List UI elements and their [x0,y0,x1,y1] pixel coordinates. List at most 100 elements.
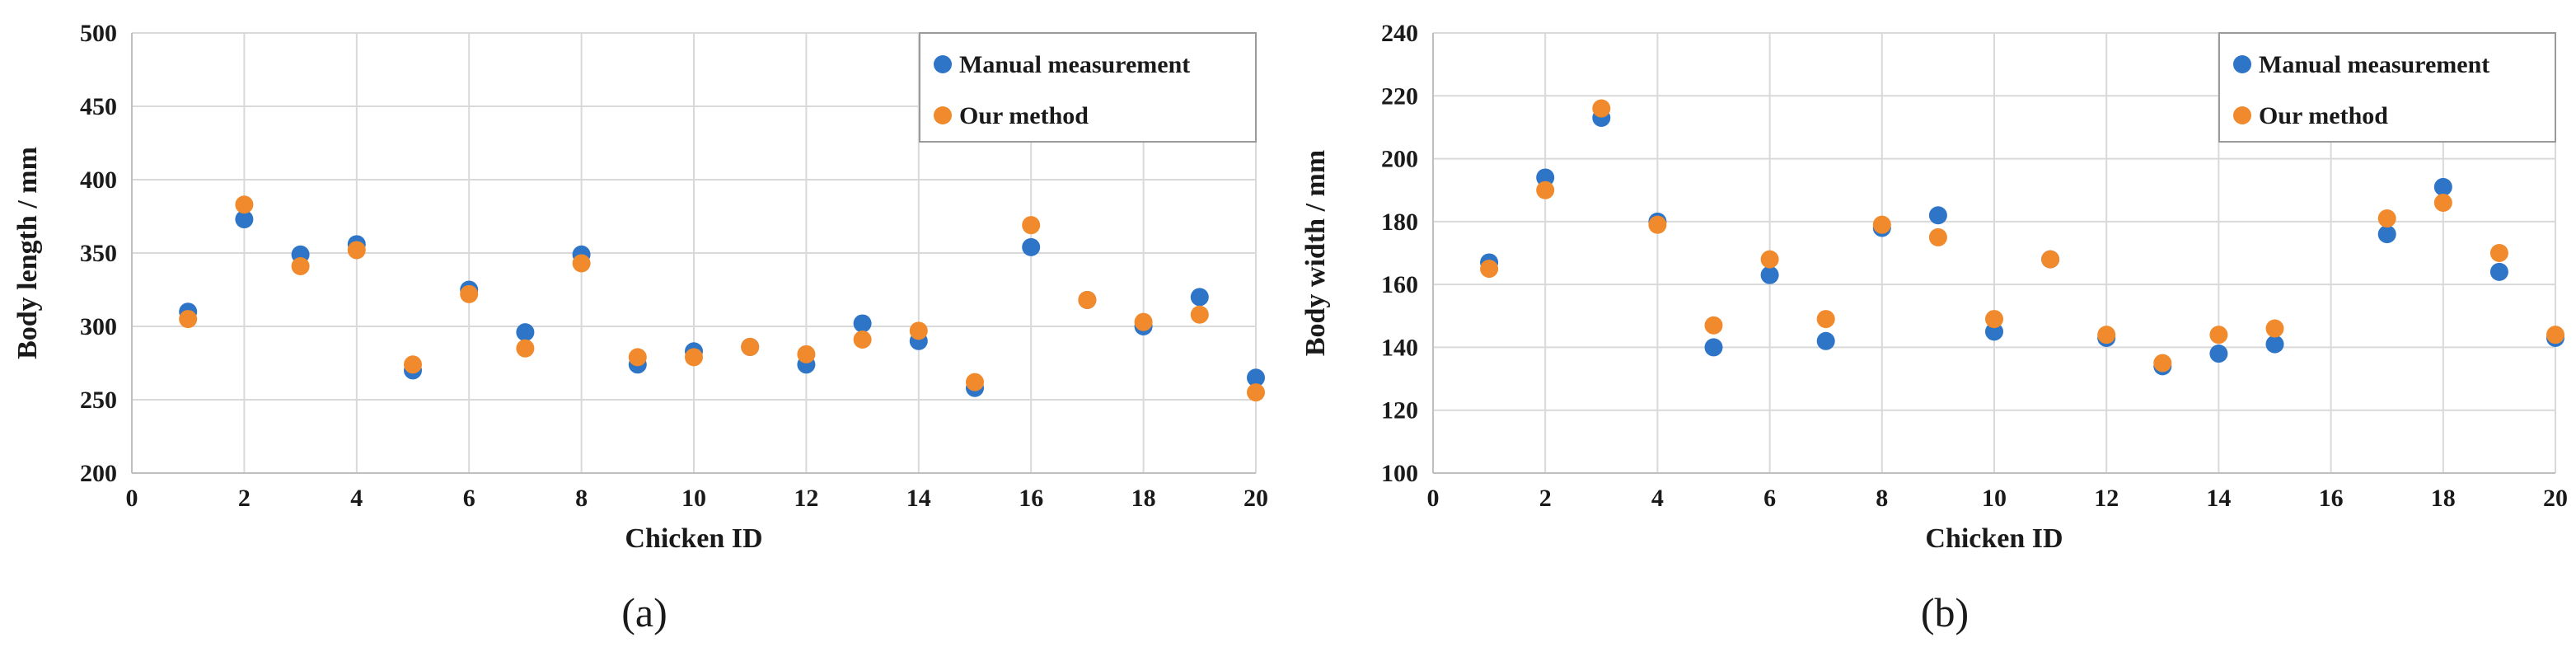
chart-b-y-tick-label: 160 [1381,271,1418,298]
chart-a-x-tick-label: 0 [126,485,138,512]
chart-a-point-ours [179,310,198,329]
chart-a-legend-marker [934,55,952,73]
chart-b-point-ours [1536,180,1555,199]
chart-b-y-tick-label: 100 [1381,460,1418,487]
chart-b-point-ours [1760,250,1779,269]
chart-b-legend-marker [2233,106,2251,124]
chart-a-point-ours [628,348,647,367]
chart-a-x-tick-label: 4 [350,485,363,512]
chart-b-point-ours [2209,326,2228,345]
chart-b-point-manual [2433,177,2452,196]
chart-a-point-ours [572,254,591,273]
chart-b-point-ours [2097,326,2116,345]
chart-a-point-ours [460,284,479,303]
chart-b-x-tick-label: 0 [1427,485,1440,512]
chart-a-y-tick-label: 500 [80,20,117,47]
chart-b-point-ours [1480,260,1499,279]
chart-b-point-ours [2153,354,2172,373]
chart-a-point-ours [404,355,422,374]
chart-b-legend-label: Our method [2259,102,2388,129]
chart-b-legend-marker [2233,55,2251,73]
chart-b-point-manual [1816,331,1835,350]
chart-a-point-ours [347,241,366,260]
chart-b-point-ours [2489,244,2508,262]
chart-a-point-ours [1247,383,1265,402]
chart-a-point-manual [853,314,872,333]
chart-b-point-ours [1872,215,1891,234]
chart-a-point-ours [1078,290,1097,309]
chart-b-x-tick-label: 4 [1651,485,1664,512]
chart-b-caption: (b) [1921,589,1969,635]
chart-b-x-tick-label: 10 [1982,485,2007,512]
chart-b-x-tick-label: 12 [2094,485,2119,512]
chart-a-legend-marker [934,106,952,124]
chart-b-point-ours [1816,310,1835,329]
chart-a-x-tick-label: 8 [575,485,588,512]
chart-a-point-ours [1134,312,1153,331]
chart-b-point-ours [1928,227,1947,246]
chart-a-point-ours [909,321,928,340]
chart-a-point-ours [1022,216,1041,235]
chart-b-point-ours [2041,250,2060,269]
chart-b-x-tick-label: 8 [1876,485,1888,512]
chart-a-x-axis-label: Chicken ID [625,523,762,554]
chart-a-point-ours [235,195,254,214]
chart-b-point-manual [2209,345,2228,363]
chart-a-x-tick-label: 14 [906,485,931,512]
chart-a-x-tick-label: 12 [794,485,818,512]
chart-b-y-tick-label: 200 [1381,146,1418,173]
chart-a-point-ours [853,330,872,349]
chart-b-y-tick-label: 180 [1381,209,1418,236]
chart-a-svg: 0 2 4 6 8 10 12 14 16 18 20 200 250 300 350 400 450 500 Ch… [12,20,1268,635]
chart-a-point-manual [1190,288,1209,307]
chart-b-y-axis-label: Body width / mm [1300,150,1331,356]
chart-a-point-ours [797,345,816,363]
chart-a-y-tick-label: 350 [80,240,117,267]
chart-a-x-tick-label: 2 [238,485,251,512]
chart-b-point-manual [1760,265,1779,284]
chart-b-legend [2218,32,2556,143]
chart-a-y-tick-label: 250 [80,387,117,414]
chart-a-legend [919,32,1257,143]
chart-b-svg: 0 2 4 6 8 10 12 14 16 18 20 100 120 140 160 180 200 220 24… [1300,20,2568,635]
chart-a-caption: (a) [621,589,667,635]
chart-b-x-tick-label: 14 [2206,485,2231,512]
chart-b-y-tick-label: 220 [1381,82,1418,110]
chart-b-point-manual [2489,262,2508,281]
chart-b-x-tick-label: 16 [2319,485,2344,512]
chart-b-point-ours [2433,193,2452,212]
chart-a-point-ours [741,337,760,356]
chart-b: 0 2 4 6 8 10 12 14 16 18 20 100 120 140 160 180 200 220 24… [1288,0,2576,661]
chart-b-point-manual [1704,338,1723,357]
chart-a-x-tick-label: 20 [1244,485,1268,512]
chart-b-legend-label: Manual measurement [2259,51,2489,78]
chart-a-y-tick-label: 200 [80,460,117,487]
chart-b-x-tick-label: 18 [2431,485,2456,512]
chart-b-y-tick-label: 240 [1381,20,1418,47]
chart-a-y-tick-label: 450 [80,93,117,120]
chart-a-point-ours [291,257,310,276]
chart-a-y-tick-label: 300 [80,313,117,340]
chart-b-point-ours [1985,310,2003,329]
chart-a-legend-label: Our method [959,102,1089,129]
chart-b-point-ours [2265,319,2284,338]
chart-a-y-tick-label: 400 [80,166,117,194]
chart-b-point-ours [2546,326,2564,345]
chart-b-x-tick-label: 6 [1763,485,1776,512]
chart-a-point-ours [1190,305,1209,324]
chart-b-point-manual [1985,322,2003,341]
chart-b-point-manual [2265,335,2284,354]
chart-a-x-tick-label: 10 [681,485,706,512]
chart-a-x-tick-label: 6 [463,485,475,512]
chart-b-point-ours [1592,99,1611,118]
chart-a-point-ours [516,339,535,358]
chart-a-point-manual [1022,237,1041,256]
chart-b-point-manual [1928,206,1947,225]
chart-b-x-tick-label: 20 [2543,485,2568,512]
chart-a-point-ours [966,373,984,391]
chart-b-point-manual [2377,225,2396,244]
chart-a-legend-label: Manual measurement [959,51,1190,78]
chart-a-point-ours [685,348,703,367]
chart-a-x-tick-label: 18 [1131,485,1156,512]
chart-b-x-axis-label: Chicken ID [1925,523,2063,554]
